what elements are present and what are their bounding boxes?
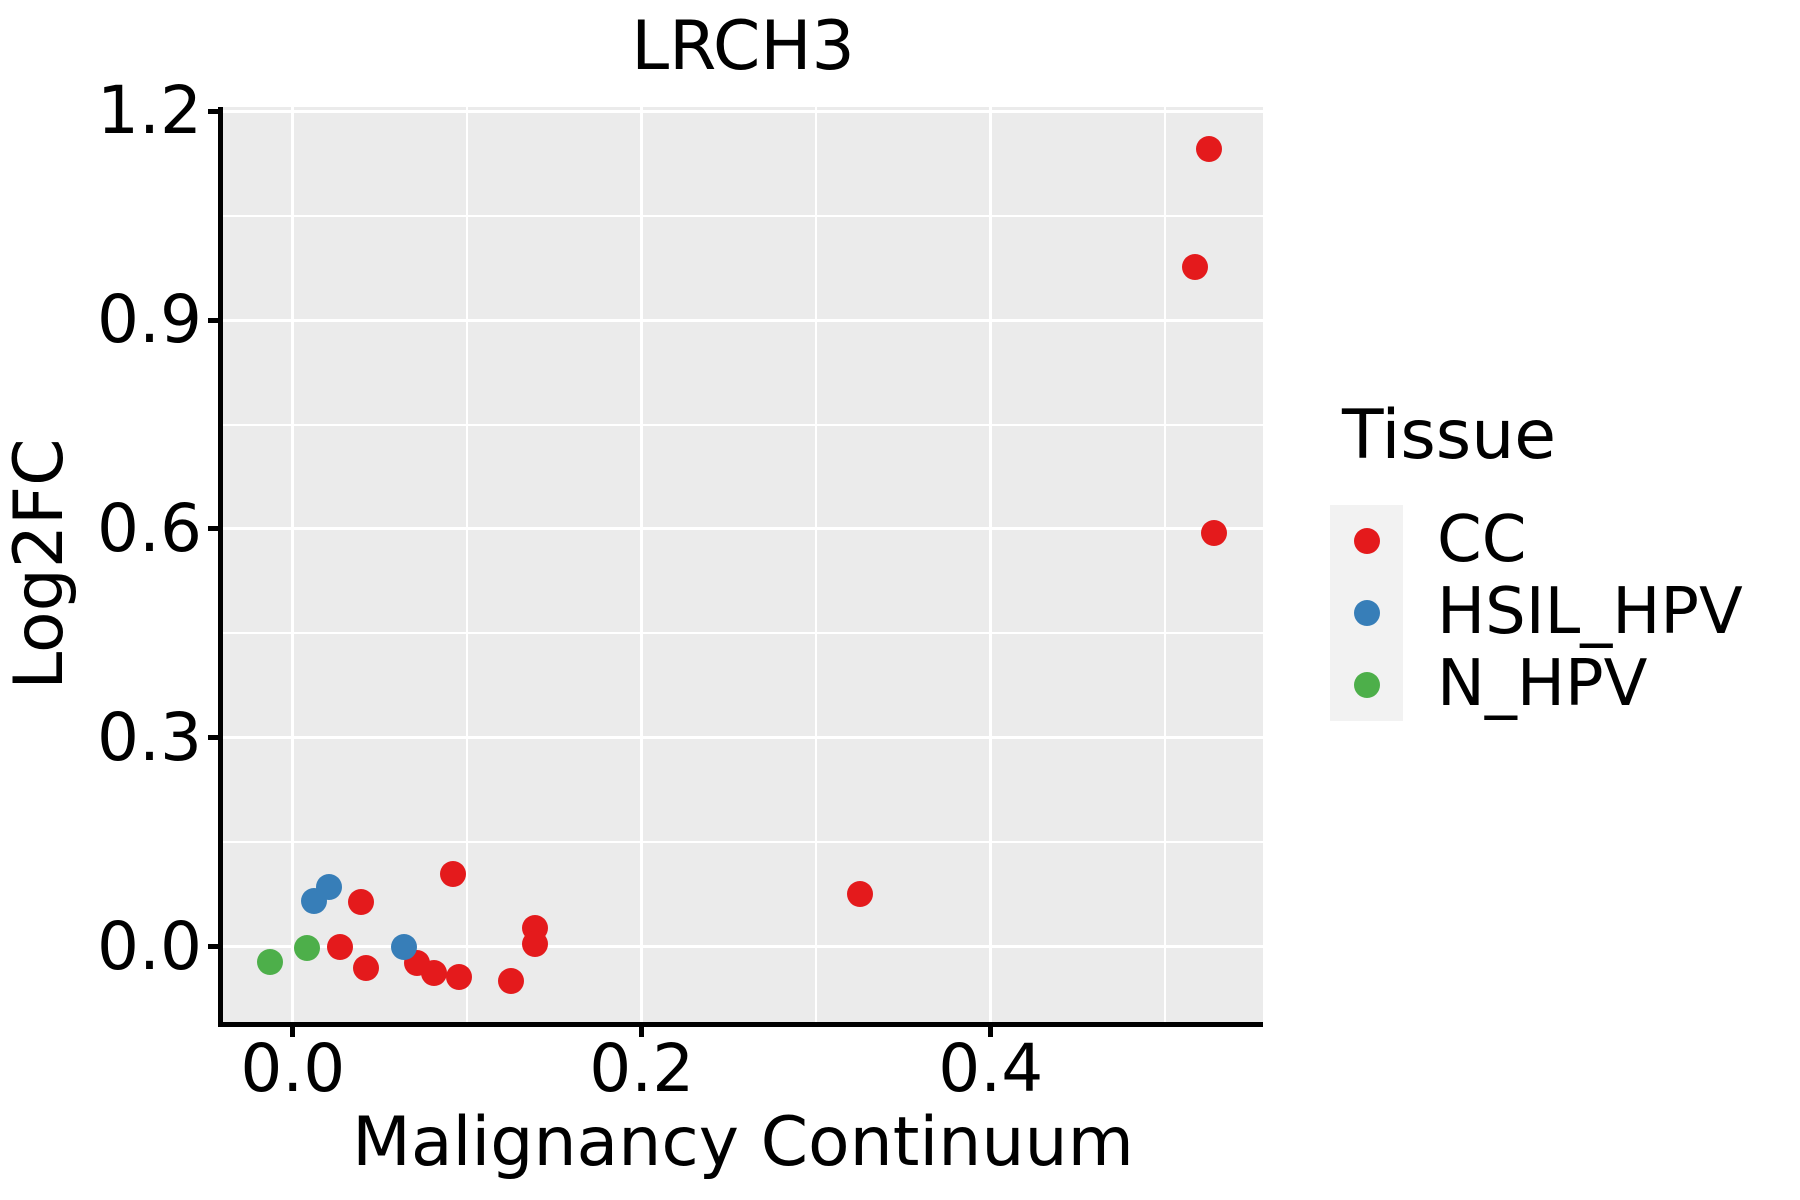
data-point-cc	[522, 931, 549, 957]
legend-dot-cc	[1353, 527, 1380, 554]
y-minor-gridline	[223, 632, 1263, 635]
data-point-hsil_hpv	[391, 934, 418, 961]
y-axis-title: Log2FC	[0, 438, 80, 690]
y-major-gridline	[223, 109, 1263, 113]
data-point-n_hpv	[293, 935, 320, 962]
data-point-cc	[1195, 136, 1222, 163]
y-minor-gridline	[223, 214, 1263, 217]
y-tick-mark	[208, 735, 223, 741]
data-point-cc	[497, 967, 524, 994]
x-major-gridline	[291, 107, 295, 1022]
data-point-cc	[421, 959, 448, 986]
legend-key-box	[1330, 648, 1403, 721]
x-minor-gridline	[466, 107, 469, 1022]
y-axis-line	[218, 107, 223, 1027]
legend-entry-label: HSIL_HPV	[1437, 575, 1743, 650]
y-tick-label: 0.9	[97, 281, 202, 359]
y-major-gridline	[223, 527, 1263, 531]
x-minor-gridline	[1164, 107, 1167, 1022]
legend-entry-label: CC	[1437, 503, 1527, 578]
legend-key-box	[1330, 504, 1403, 577]
x-tick-label: 0.0	[240, 1030, 346, 1107]
legend-dot-n_hpv	[1353, 671, 1380, 698]
data-point-cc	[326, 934, 353, 961]
legend-entry-cc: CC	[1330, 503, 1790, 578]
x-tick-label: 0.4	[938, 1030, 1044, 1107]
legend-title: Tissue	[1342, 396, 1557, 475]
x-major-gridline	[640, 107, 644, 1022]
x-axis-line	[218, 1022, 1263, 1027]
y-tick-mark	[208, 526, 223, 532]
legend-rows: CC HSIL_HPV N_HPV	[1330, 503, 1790, 722]
data-point-cc	[445, 964, 472, 991]
data-point-cc	[1201, 520, 1228, 547]
legend-entry-label: N_HPV	[1437, 647, 1648, 722]
legend-entry-hsil_hpv: HSIL_HPV	[1330, 575, 1790, 650]
legend: Tissue CC HSIL_HPV N_HPV	[1330, 395, 1790, 721]
y-major-gridline	[223, 736, 1263, 740]
x-tick-label: 0.2	[589, 1030, 695, 1107]
legend-key-box	[1330, 576, 1403, 649]
y-tick-mark	[208, 944, 223, 950]
legend-entry-n_hpv: N_HPV	[1330, 647, 1790, 722]
y-major-gridline	[223, 945, 1263, 949]
y-tick-mark	[208, 108, 223, 114]
data-point-cc	[347, 888, 374, 915]
data-point-cc	[353, 954, 380, 981]
legend-dot-hsil_hpv	[1353, 599, 1380, 626]
x-axis-title: Malignancy Continuum	[352, 1103, 1134, 1182]
y-tick-label: 1.2	[97, 72, 202, 150]
x-tick-mark	[639, 1022, 645, 1037]
y-tick-label: 0.0	[97, 907, 202, 985]
plot-panel	[223, 107, 1263, 1022]
y-major-gridline	[223, 318, 1263, 322]
x-minor-gridline	[815, 107, 818, 1022]
data-point-n_hpv	[257, 949, 284, 976]
x-tick-mark	[290, 1022, 296, 1037]
x-major-gridline	[989, 107, 993, 1022]
x-tick-mark	[988, 1022, 994, 1037]
y-minor-gridline	[223, 841, 1263, 844]
chart-title: LRCH3	[631, 7, 855, 86]
y-tick-label: 0.6	[97, 489, 202, 567]
data-point-cc	[440, 860, 467, 887]
y-tick-label: 0.3	[97, 698, 202, 776]
y-tick-mark	[208, 317, 223, 323]
y-minor-gridline	[223, 423, 1263, 426]
data-point-cc	[1181, 254, 1208, 281]
data-point-cc	[846, 880, 873, 907]
data-point-hsil_hpv	[316, 873, 343, 900]
